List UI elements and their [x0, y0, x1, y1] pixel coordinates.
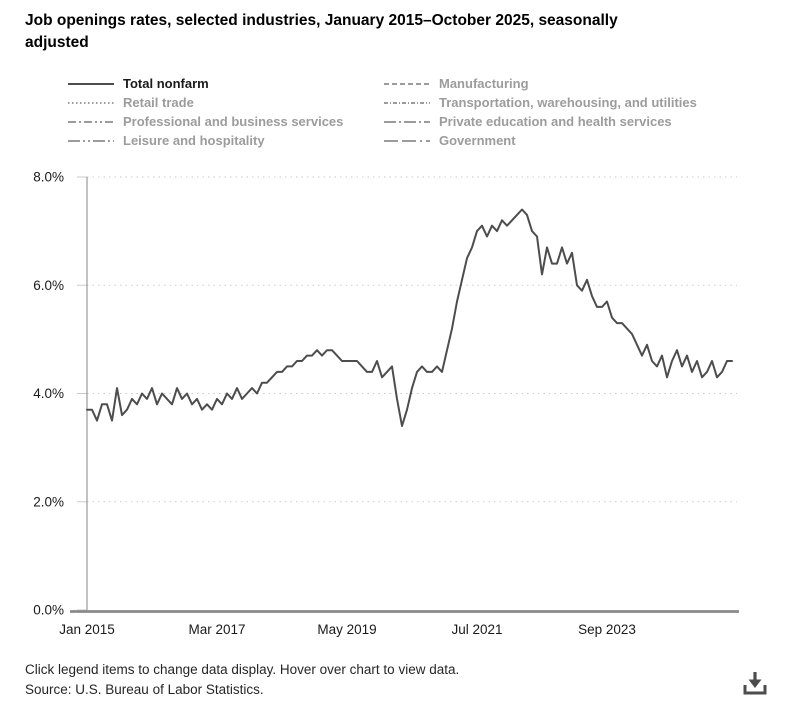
- legend-label: Government: [439, 133, 516, 148]
- y-tick-label: 2.0%: [33, 494, 64, 509]
- legend-item-transportation-warehousing-and-utilities[interactable]: Transportation, warehousing, and utiliti…: [384, 93, 764, 112]
- legend-column-1: Total nonfarm Retail trade Professional an…: [68, 74, 378, 150]
- legend-column-2: Manufacturing Transportation, warehousing…: [384, 74, 764, 150]
- legend-swatch-private-education-and-health-services: [384, 120, 430, 123]
- legend-swatch-professional-and-business-services: [68, 120, 114, 123]
- source-text: Source: U.S. Bureau of Labor Statistics.: [25, 682, 264, 697]
- legend-label: Manufacturing: [439, 76, 529, 91]
- y-tick-label: 8.0%: [33, 170, 64, 185]
- legend-item-retail-trade[interactable]: Retail trade: [68, 93, 378, 112]
- download-icon: [743, 671, 767, 694]
- legend-label: Leisure and hospitality: [123, 133, 265, 148]
- legend-label: Private education and health services: [439, 114, 672, 129]
- x-tick-label: Sep 2023: [578, 622, 636, 637]
- legend-item-leisure-and-hospitality[interactable]: Leisure and hospitality: [68, 131, 378, 150]
- download-button[interactable]: [740, 668, 770, 700]
- legend-label: Professional and business services: [123, 114, 344, 129]
- legend-hint-text: Click legend items to change data displa…: [25, 662, 460, 677]
- legend-swatch-government: [384, 139, 430, 142]
- legend-label: Retail trade: [123, 95, 194, 110]
- chart-plot-area[interactable]: 0.0% 2.0% 4.0% 6.0% 8.0% Jan 2015 Mar 2017 May …: [0, 0, 804, 655]
- legend-label: Total nonfarm: [123, 76, 209, 91]
- legend-item-professional-and-business-services[interactable]: Professional and business services: [68, 112, 378, 131]
- legend-item-manufacturing[interactable]: Manufacturing: [384, 74, 764, 93]
- legend-label: Transportation, warehousing, and utiliti…: [439, 95, 697, 110]
- x-tick-label: Jan 2015: [59, 622, 115, 637]
- x-tick-label: May 2019: [317, 622, 376, 637]
- y-tick-label: 0.0%: [33, 603, 64, 618]
- legend-swatch-total-nonfarm: [68, 82, 114, 85]
- x-tick-label: Mar 2017: [188, 622, 245, 637]
- chart-footer: Click legend items to change data displa…: [25, 660, 705, 700]
- y-tick-label: 4.0%: [33, 386, 64, 401]
- legend-swatch-transportation-warehousing-and-utilities: [384, 101, 430, 104]
- legend-item-total-nonfarm[interactable]: Total nonfarm: [68, 74, 378, 93]
- legend-item-government[interactable]: Government: [384, 131, 764, 150]
- legend-item-private-education-and-health-services[interactable]: Private education and health services: [384, 112, 764, 131]
- y-tick-label: 6.0%: [33, 278, 64, 293]
- series-line-total-nonfarm[interactable]: [86, 208, 733, 427]
- legend-swatch-leisure-and-hospitality: [68, 139, 114, 142]
- x-tick-label: Jul 2021: [451, 622, 502, 637]
- chart-title: Job openings rates, selected industries,…: [25, 12, 618, 51]
